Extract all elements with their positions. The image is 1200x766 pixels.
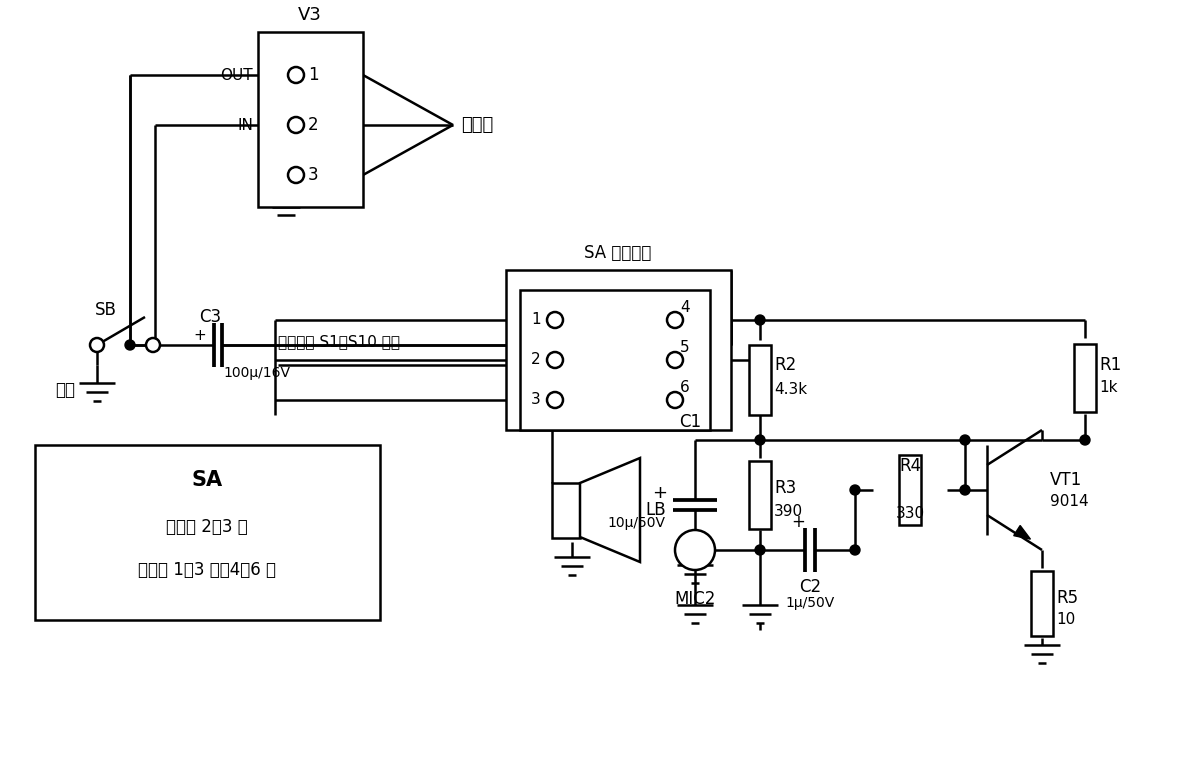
Text: 到主板: 到主板	[461, 116, 493, 134]
Circle shape	[288, 117, 304, 133]
Bar	[749, 461, 772, 529]
Circle shape	[960, 435, 970, 445]
Circle shape	[667, 352, 683, 368]
Text: SA: SA	[192, 470, 222, 490]
Text: C2: C2	[799, 578, 821, 596]
Circle shape	[288, 67, 304, 83]
Text: R5: R5	[1056, 589, 1078, 607]
Text: MIC2: MIC2	[674, 590, 715, 608]
Text: C3: C3	[199, 308, 221, 326]
Polygon shape	[580, 458, 640, 562]
Circle shape	[547, 312, 563, 328]
Text: 6: 6	[680, 381, 690, 395]
Text: C1: C1	[679, 413, 701, 431]
Circle shape	[674, 530, 715, 570]
Text: 3: 3	[308, 166, 319, 184]
Text: 1: 1	[532, 313, 541, 328]
Bar	[506, 270, 731, 430]
Text: 5: 5	[680, 341, 690, 355]
Circle shape	[90, 338, 104, 352]
Circle shape	[755, 435, 766, 445]
Circle shape	[146, 338, 160, 352]
Text: LB: LB	[646, 501, 666, 519]
Text: 330: 330	[895, 506, 924, 522]
Text: 10: 10	[1056, 613, 1075, 627]
Text: 9014: 9014	[1050, 495, 1088, 509]
Text: 4: 4	[680, 300, 690, 316]
Text: 10μ/50V: 10μ/50V	[607, 516, 665, 530]
Circle shape	[667, 312, 683, 328]
Bar	[520, 290, 710, 430]
Circle shape	[547, 392, 563, 408]
Circle shape	[850, 545, 860, 555]
Polygon shape	[1014, 525, 1031, 539]
Text: 1: 1	[308, 66, 319, 84]
Text: 390: 390	[774, 505, 803, 519]
Text: SA 话机开关: SA 话机开关	[584, 244, 652, 262]
Circle shape	[288, 167, 304, 183]
Text: 2: 2	[532, 352, 541, 368]
Circle shape	[547, 352, 563, 368]
Text: +: +	[791, 513, 805, 531]
Text: 1μ/50V: 1μ/50V	[785, 596, 835, 610]
Bar	[1074, 344, 1096, 412]
Text: R4: R4	[899, 457, 922, 475]
Text: 挂机时 2、3 通: 挂机时 2、3 通	[166, 518, 248, 536]
Text: R1: R1	[1099, 356, 1121, 374]
Bar	[899, 455, 922, 525]
Circle shape	[960, 485, 970, 495]
Text: 摘机时 1～3 通、4～6 通: 摘机时 1～3 通、4～6 通	[138, 561, 276, 579]
Bar	[258, 32, 364, 207]
Text: SB: SB	[95, 301, 116, 319]
Bar	[1031, 571, 1054, 636]
Text: +: +	[193, 328, 206, 342]
Circle shape	[755, 315, 766, 325]
Text: R3: R3	[774, 479, 797, 497]
Text: V3: V3	[298, 6, 322, 24]
Text: 100μ/16V: 100μ/16V	[223, 366, 290, 380]
Circle shape	[667, 392, 683, 408]
Text: 2: 2	[308, 116, 319, 134]
Text: VT1: VT1	[1050, 471, 1082, 489]
Text: R2: R2	[774, 356, 797, 374]
Text: +: +	[652, 484, 667, 502]
Text: 4.3k: 4.3k	[774, 382, 808, 398]
Text: OUT: OUT	[221, 67, 253, 83]
Text: 1k: 1k	[1099, 381, 1117, 395]
Bar	[552, 483, 580, 538]
Text: 来自按键 S1～S10 之一: 来自按键 S1～S10 之一	[278, 335, 400, 349]
Text: 开锁: 开锁	[55, 381, 74, 399]
Text: 3: 3	[532, 392, 541, 408]
Circle shape	[1080, 435, 1090, 445]
Bar	[749, 345, 772, 415]
Circle shape	[850, 485, 860, 495]
Circle shape	[125, 340, 134, 350]
Bar	[35, 445, 380, 620]
Circle shape	[755, 545, 766, 555]
Text: IN: IN	[238, 117, 253, 133]
